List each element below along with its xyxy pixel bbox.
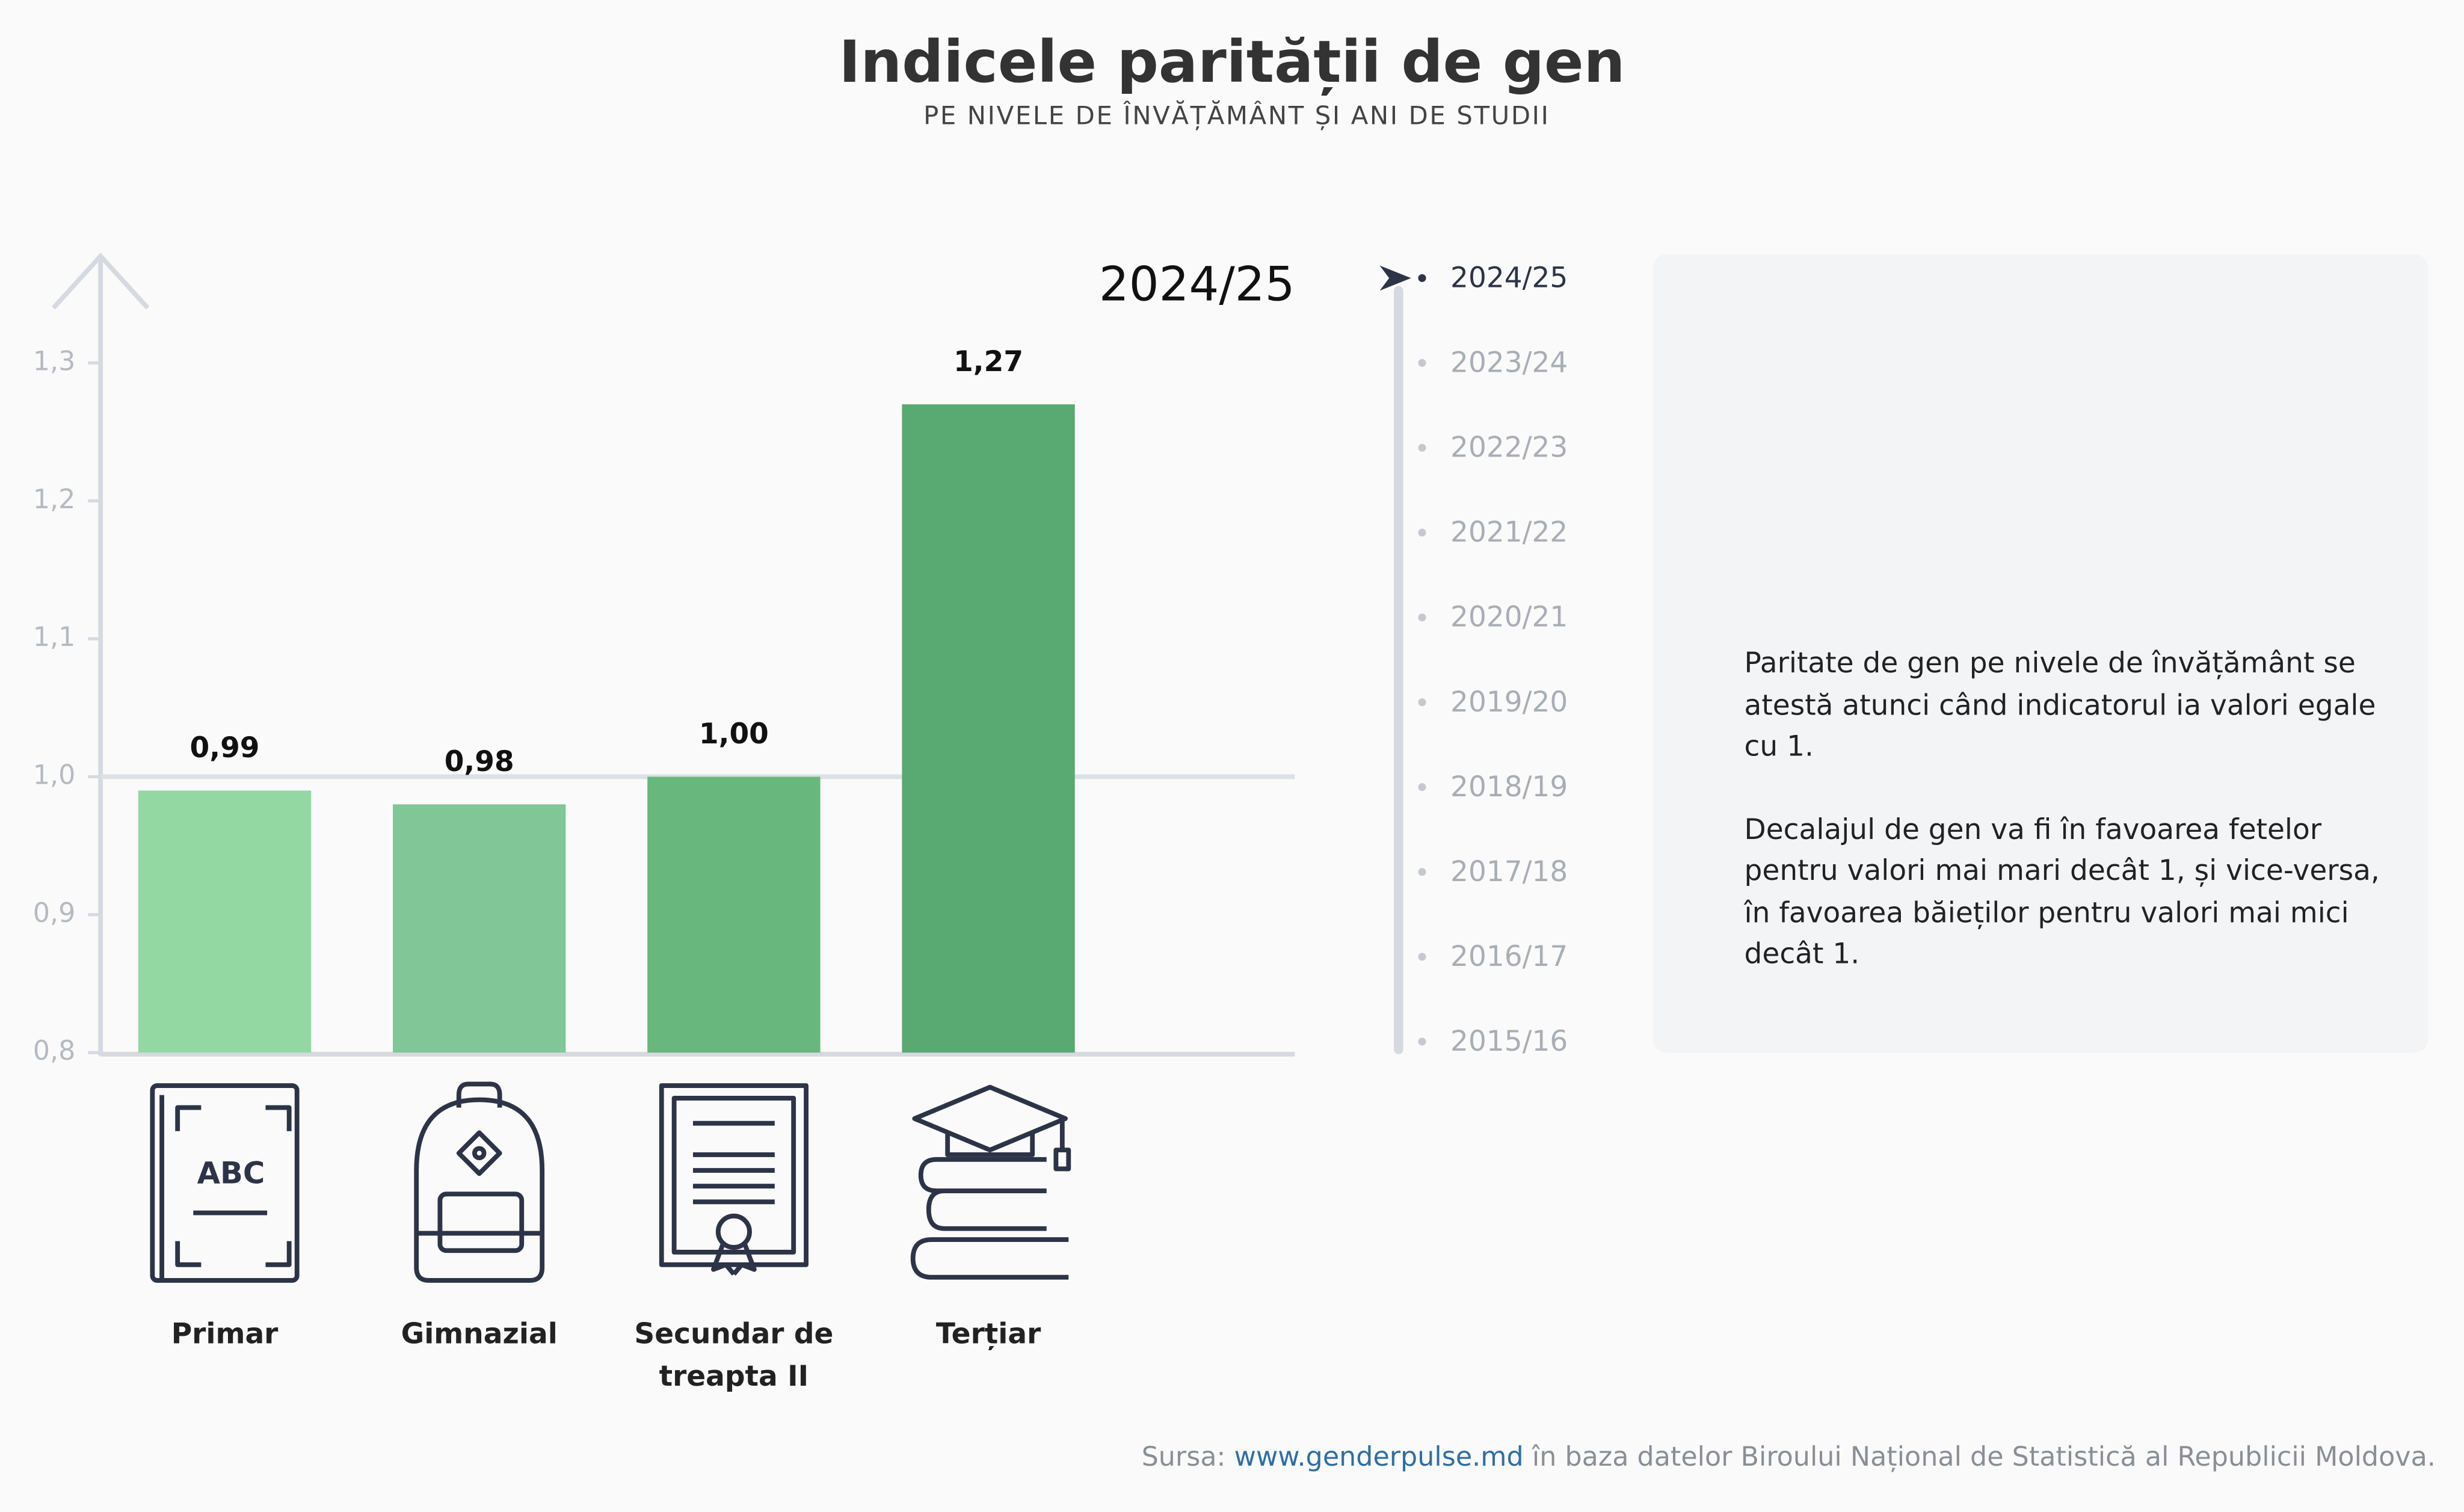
icon-gimnazial [414, 1081, 545, 1283]
icon-tertiar [910, 1084, 1071, 1280]
y-tick-label: 1,1 [33, 622, 76, 653]
info-paragraph: Paritate de gen pe nivele de învățământ … [1744, 647, 2376, 764]
bar [647, 776, 821, 1053]
y-tick-label: 1,2 [33, 484, 76, 515]
y-tick-label: 1,3 [33, 346, 76, 376]
timeline-year[interactable]: 2019/20 [1450, 686, 1568, 719]
timeline-dot [1418, 783, 1426, 791]
source: Sursa: www.genderpulse.md în baza datelo… [1142, 1442, 2436, 1474]
timeline-dot [1418, 953, 1426, 961]
info-text: Paritate de gen pe nivele de învățământ … [1745, 644, 2389, 976]
timeline-dot [1418, 613, 1426, 622]
timeline-year[interactable]: 2017/18 [1450, 855, 1568, 888]
timeline-dot [1418, 698, 1426, 707]
info-panel [1653, 254, 2428, 1053]
x-tick-label: Secundar de treapta II [634, 1318, 834, 1394]
timeline-dot [1418, 443, 1426, 452]
value-label: 1,27 [953, 345, 1023, 378]
value-label: 1,00 [699, 718, 769, 751]
y-tick-label: 0,9 [33, 898, 76, 929]
y-tick-label: 1,0 [33, 760, 76, 790]
x-tick-label: Terțiar [935, 1318, 1041, 1351]
timeline-year[interactable]: 2015/16 [1450, 1025, 1568, 1058]
timeline-year[interactable]: 2018/19 [1450, 770, 1568, 804]
source-link[interactable]: www.genderpulse.md [1234, 1442, 1524, 1474]
bar [138, 790, 312, 1053]
timeline-dot [1418, 868, 1426, 876]
timeline-year[interactable]: 2022/23 [1450, 431, 1568, 464]
timeline-year[interactable]: 2024/25 [1450, 261, 1568, 294]
x-tick-label: Gimnazial [401, 1318, 558, 1351]
icon-primar: ABC [150, 1083, 300, 1283]
timeline-year[interactable]: 2023/24 [1450, 346, 1568, 380]
icon-text: ABC [197, 1155, 265, 1190]
source-prefix: Sursa: [1141, 1442, 1226, 1474]
icon-secundar [659, 1083, 808, 1276]
timeline-dot [1418, 274, 1426, 282]
timeline-dot [1418, 1037, 1426, 1046]
year-label: 2024/25 [1099, 257, 1295, 312]
timeline-year[interactable]: 2016/17 [1450, 940, 1568, 973]
y-tick-label: 0,8 [33, 1036, 76, 1066]
x-tick-label: Primar [171, 1318, 279, 1351]
timeline-dot [1418, 358, 1426, 367]
timeline-year[interactable]: 2021/22 [1450, 516, 1568, 549]
source-suffix: în baza datelor Biroului Național de Sta… [1532, 1442, 2436, 1474]
timeline-year[interactable]: 2020/21 [1450, 601, 1568, 634]
axis-arrow [51, 252, 150, 310]
timeline-dot [1418, 529, 1426, 537]
bar [902, 404, 1075, 1053]
title: Indicele parității de gen [839, 28, 1625, 96]
timeline-pointer [1379, 265, 1411, 291]
value-label: 0,99 [190, 731, 260, 764]
bar [393, 804, 566, 1053]
value-label: 0,98 [445, 745, 514, 778]
info-paragraph: Decalajul de gen va fi în favoarea fetel… [1744, 813, 2380, 971]
subtitle: PE NIVELE DE ÎNVĂȚĂMÂNT ȘI ANI DE STUDII [923, 100, 1550, 131]
